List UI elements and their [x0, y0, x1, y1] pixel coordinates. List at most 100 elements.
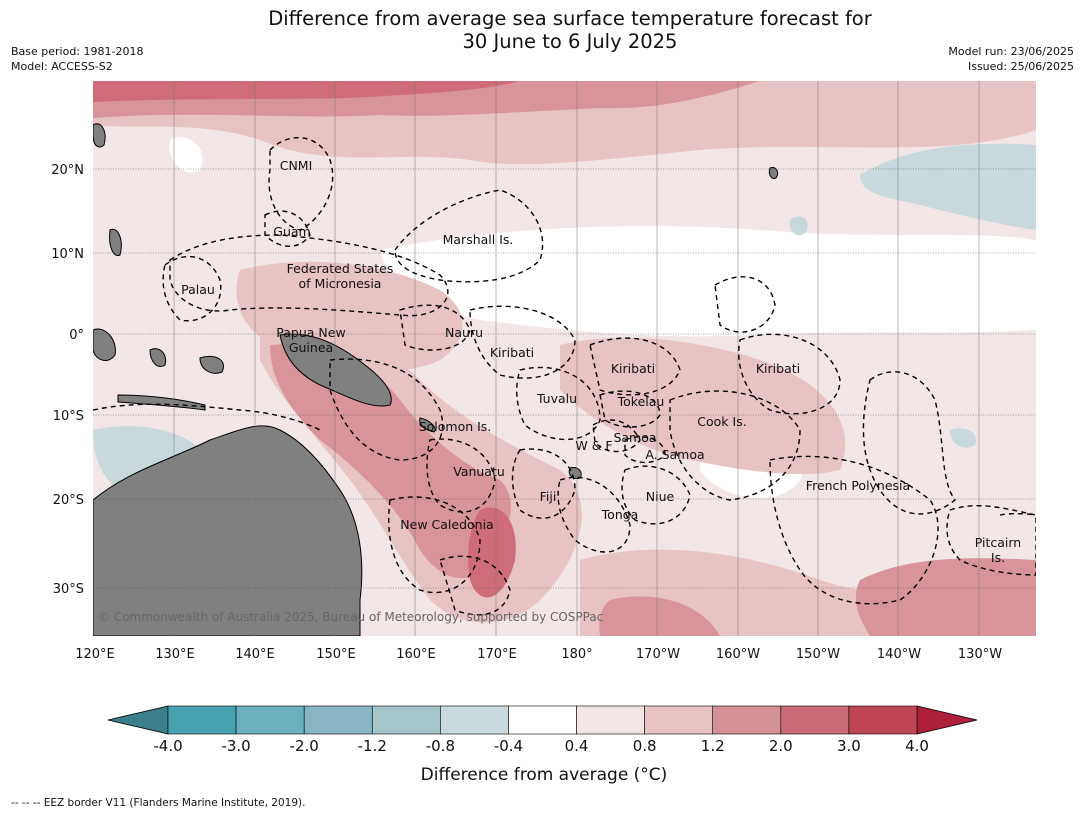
- colorbar-bin: [303, 705, 373, 735]
- metadata-left: Base period: 1981-2018 Model: ACCESS-S2: [11, 44, 143, 74]
- anomaly-neutral-patch: [169, 137, 203, 173]
- meridians: [173, 81, 980, 636]
- label-nauru: Nauru: [445, 325, 483, 340]
- new-guinea-landmass: [279, 333, 392, 407]
- eez-borders: [93, 136, 1036, 616]
- graticule: [93, 168, 1036, 589]
- anomaly-neutral-equatorial: [380, 226, 1036, 337]
- colorbar-under-arrow: [107, 705, 169, 735]
- label-fsm-line1: Federated States: [287, 261, 394, 276]
- lon-tick: 180°: [561, 647, 592, 662]
- anomaly-cool-patch: [950, 428, 976, 448]
- island-landmass: [93, 123, 106, 148]
- lon-tick: 130°E: [155, 647, 195, 662]
- eez-border-tokelau: [599, 390, 661, 428]
- anomaly-hot-north: [93, 81, 520, 102]
- label-vanuatu: Vanuatu: [453, 464, 505, 479]
- colorbar-bin: [167, 705, 237, 735]
- eez-border-norfolk: [439, 555, 511, 616]
- label-fiji: Fiji: [540, 489, 557, 504]
- colorbar-bin: [576, 705, 645, 735]
- lat-tick: 0°: [69, 328, 84, 343]
- eez-border-edge: [999, 512, 1036, 516]
- lon-tick: 150°W: [796, 647, 840, 662]
- colorbar-tick: 2.0: [769, 737, 793, 755]
- lon-tick: 170°W: [636, 647, 680, 662]
- eez-border-samoa: [624, 436, 666, 464]
- eez-legend-note: -- -- -- EEZ border V11 (Flanders Marine…: [11, 797, 306, 809]
- label-png-line1: Papua New: [276, 325, 345, 340]
- lon-tick: 150°E: [316, 647, 356, 662]
- eez-border-nauru: [399, 304, 471, 351]
- eez-border-niue: [621, 465, 691, 525]
- colorbar-tick: -0.8: [426, 737, 455, 755]
- eez-border-kiribati-west: [469, 305, 576, 379]
- eez-border-tonga: [557, 476, 631, 553]
- longitude-labels: 120°E 130°E 140°E 150°E 160°E 170°E 180°…: [75, 647, 1002, 662]
- title-line-1: Difference from average sea surface temp…: [268, 7, 872, 30]
- label-solomon-islands: Solomon Is.: [419, 419, 492, 434]
- anomaly-cool-patch: [789, 216, 808, 236]
- colorbar-bin: [235, 705, 305, 735]
- colorbar-tick: -1.2: [358, 737, 387, 755]
- base-period-text: Base period: 1981-2018: [11, 45, 144, 58]
- island-landmass: [199, 355, 224, 374]
- eez-border-kiribati-central: [589, 337, 681, 396]
- label-wallis-futuna: W & F: [575, 438, 612, 453]
- eez-border-french-polynesia: [769, 455, 939, 605]
- lat-tick: 20°S: [53, 493, 84, 508]
- label-cook-islands: Cook Is.: [697, 414, 746, 429]
- label-marshall-islands: Marshall Is.: [443, 232, 514, 247]
- anomaly-hot-patch: [468, 507, 516, 598]
- label-guam: Guam: [273, 224, 310, 239]
- colorbar-tick: 0.4: [565, 737, 589, 755]
- island-landmass: [768, 167, 779, 179]
- label-tonga: Tonga: [601, 507, 639, 522]
- eez-border-solomon: [329, 358, 444, 461]
- model-run-text: Model run: 23/06/2025: [948, 45, 1074, 58]
- eez-border-new-caledonia: [388, 496, 481, 594]
- eez-border-line-is: [714, 276, 776, 333]
- lon-tick: 130°W: [958, 647, 1002, 662]
- label-cnmi: CNMI: [280, 158, 313, 173]
- model-text: Model: ACCESS-S2: [11, 60, 113, 73]
- metadata-right: Model run: 23/06/2025 Issued: 25/06/2025: [948, 44, 1074, 74]
- colorbar-tick: -4.0: [153, 737, 182, 755]
- colorbar-tick: -3.0: [221, 737, 250, 755]
- anomaly-strong-southeast: [855, 558, 1036, 636]
- label-french-polynesia: French Polynesia: [806, 478, 910, 493]
- label-tokelau: Tokelau: [617, 394, 665, 409]
- lon-tick: 170°E: [477, 647, 517, 662]
- label-american-samoa: A. Samoa: [645, 447, 704, 462]
- lon-tick: 160°W: [716, 647, 760, 662]
- eez-border-tuvalu: [516, 366, 601, 441]
- issued-text: Issued: 25/06/2025: [967, 60, 1074, 73]
- colorbar-bin: [780, 705, 850, 735]
- colorbar-bin: [440, 705, 509, 735]
- island-landmass: [117, 394, 206, 411]
- label-kiribati-west: Kiribati: [490, 345, 534, 360]
- eez-border-vanuatu: [426, 438, 496, 513]
- map-panel: CNMI Guam Marshall Is. Federated States …: [93, 81, 1036, 636]
- title-line-2: 30 June to 6 July 2025: [462, 30, 678, 53]
- label-tuvalu: Tuvalu: [536, 391, 577, 406]
- anomaly-warm-central: [560, 337, 846, 475]
- island-landmass: [109, 228, 122, 257]
- eez-border-guam: [264, 210, 311, 247]
- colorbar-tick: -0.4: [494, 737, 523, 755]
- colorbar-tick: 4.0: [905, 737, 929, 755]
- label-kiribati-central: Kiribati: [611, 361, 655, 376]
- anomaly-cool-northeast: [860, 143, 1036, 230]
- australia-landmass: [93, 425, 363, 636]
- territory-labels: CNMI Guam Marshall Is. Federated States …: [181, 158, 1021, 565]
- colorbar-label: Difference from average (°C): [421, 765, 668, 785]
- eez-border-pitcairn: [946, 505, 1036, 576]
- island-landmass: [93, 328, 116, 361]
- colorbar: -4.0 -3.0 -2.0 -1.2 -0.8 -0.4 0.4 0.8 1.2 2.0 3.0 4…: [107, 705, 978, 755]
- label-fsm-line2: of Micronesia: [299, 276, 382, 291]
- eez-border-wallis-futuna: [592, 419, 641, 453]
- lon-tick: 140°W: [877, 647, 921, 662]
- eez-border-australia-north: [93, 403, 321, 431]
- colorbar-tick: 1.2: [701, 737, 725, 755]
